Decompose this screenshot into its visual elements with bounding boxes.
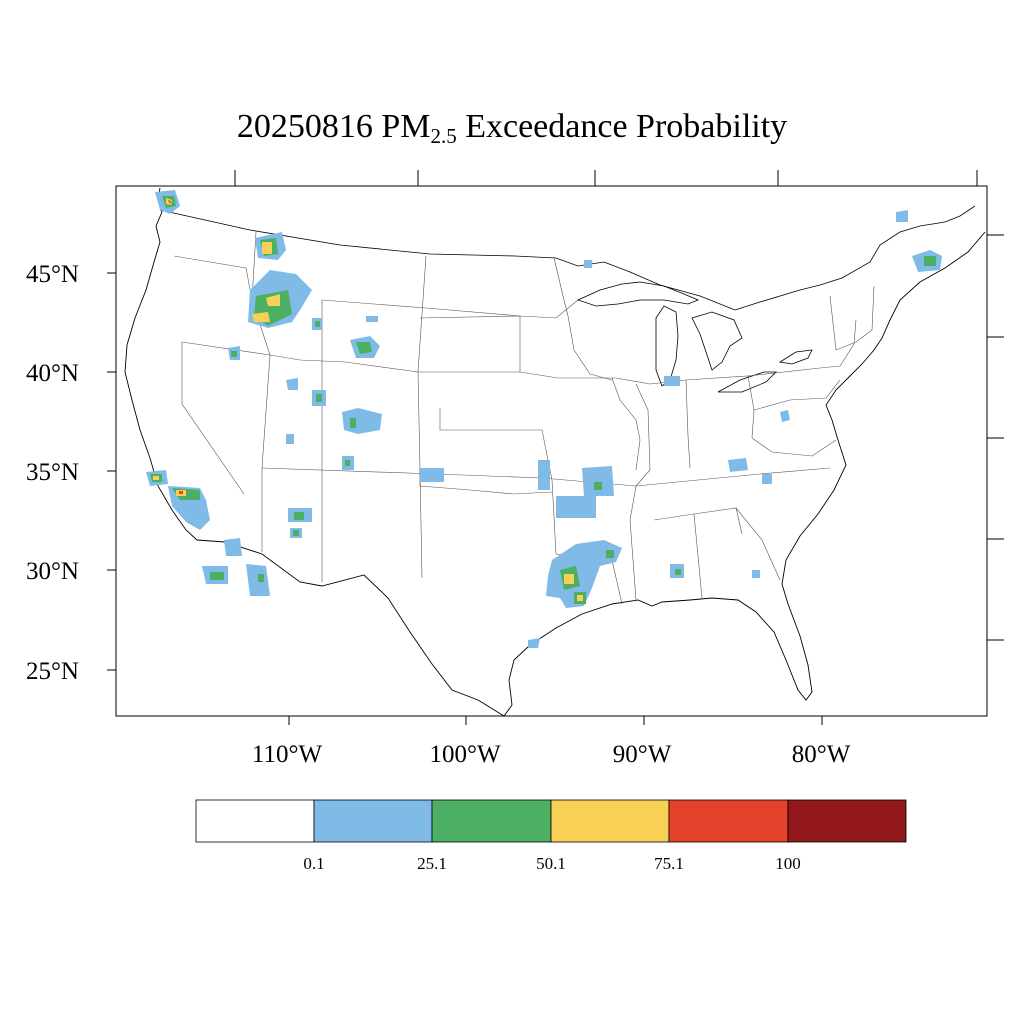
usa-outline	[124, 187, 986, 716]
prob-region-baja-north	[224, 538, 242, 556]
colorbar-bin-5	[787, 799, 907, 843]
colorbar-bin-0	[195, 799, 315, 843]
prob-region-montana-north-high	[262, 242, 272, 254]
prob-region-missouri	[538, 460, 550, 490]
prob-region-virginia	[780, 410, 790, 422]
prob-region-utah-north	[286, 378, 298, 390]
lat-label-45: 45°N	[26, 261, 79, 288]
colorbar-tick-3: 75.1	[654, 854, 684, 873]
colorbar-bin-3	[550, 799, 670, 843]
lat-label-25: 25°N	[26, 658, 79, 685]
lon-label-100w: 100°W	[429, 741, 500, 768]
prob-region-baja-mid-mod	[210, 572, 224, 580]
prob-region-arizona-south-mod	[293, 530, 299, 536]
prob-region-central-california-high	[153, 476, 159, 480]
lake-superior	[576, 281, 700, 307]
colorbar-bin-1	[313, 799, 433, 843]
prob-region-louisiana	[546, 540, 622, 608]
prob-region-arkansas-north-mod	[594, 482, 602, 490]
lon-label-110w: 110°W	[252, 741, 323, 768]
northern-border	[159, 205, 976, 311]
prob-region-oklahoma-north	[420, 468, 444, 482]
prob-region-alabama-mod	[675, 569, 681, 575]
colorbar-tick-1: 25.1	[417, 854, 447, 873]
prob-region-arkansas	[556, 496, 596, 518]
longitude-axis	[234, 170, 978, 725]
prob-region-indiana	[664, 376, 680, 386]
colorbar-tick-0: 0.1	[303, 854, 324, 873]
prob-region-georgia	[752, 570, 760, 578]
prob-region-minnesota	[584, 260, 592, 268]
prob-region-tennessee	[728, 458, 748, 472]
prob-region-louisiana-east-mod	[606, 550, 614, 558]
prob-region-colorado-mod	[350, 418, 356, 428]
prob-region-arkansas-north	[582, 466, 614, 496]
prob-region-idaho-montana-high2	[252, 312, 270, 322]
prob-region-arizona-north-mod	[294, 512, 304, 520]
title-suffix: Exceedance Probability	[456, 108, 788, 145]
prob-region-quebec	[896, 210, 908, 222]
title-text: 20250816 PM	[236, 108, 431, 145]
lat-label-35: 35°N	[26, 459, 79, 486]
title-subscript: 2.5	[430, 124, 457, 148]
map-title: 20250816 PM2.5 Exceedance Probability	[0, 108, 1024, 148]
prob-region-utah-south	[286, 434, 294, 444]
prob-region-idaho-montana-high1	[266, 294, 280, 306]
state-borders	[173, 231, 875, 605]
colorbar-tick-4: 100	[775, 854, 801, 873]
lat-label-40: 40°N	[26, 360, 79, 387]
prob-region-washington-vhigh	[168, 200, 171, 204]
prob-region-nevada-north-mod	[231, 351, 237, 357]
prob-region-sonora-mod	[258, 574, 264, 582]
prob-region-new-brunswick-mod	[924, 256, 936, 266]
colorbar-tick-2: 50.1	[536, 854, 566, 873]
lon-label-80w: 80°W	[792, 741, 851, 768]
lake-huron	[691, 311, 743, 371]
colorbar-bin-2	[431, 799, 552, 843]
prob-region-colorado-south-mod	[345, 460, 350, 466]
lake-ontario	[778, 349, 813, 365]
prob-region-montana-dot-mod	[315, 321, 320, 327]
lake-michigan	[655, 305, 679, 387]
latitude-axis	[107, 234, 1004, 671]
colorbar-bin-4	[668, 799, 789, 843]
prob-region-sw-montana	[366, 316, 378, 322]
prob-region-utah-mid-mod	[316, 394, 322, 402]
prob-region-louisiana-high2	[577, 595, 583, 601]
probability-layer	[146, 190, 942, 648]
lat-label-30: 30°N	[26, 558, 79, 585]
prob-region-wyoming-mod	[356, 342, 372, 354]
colorbar	[195, 799, 907, 843]
prob-region-louisiana-high1	[564, 574, 574, 584]
map-frame	[115, 185, 988, 717]
prob-region-texas-coast	[528, 638, 540, 648]
lake-erie	[717, 371, 777, 393]
prob-region-southern-california-vhigh	[179, 491, 183, 494]
prob-region-carolina	[762, 474, 772, 484]
lon-label-90w: 90°W	[613, 741, 672, 768]
